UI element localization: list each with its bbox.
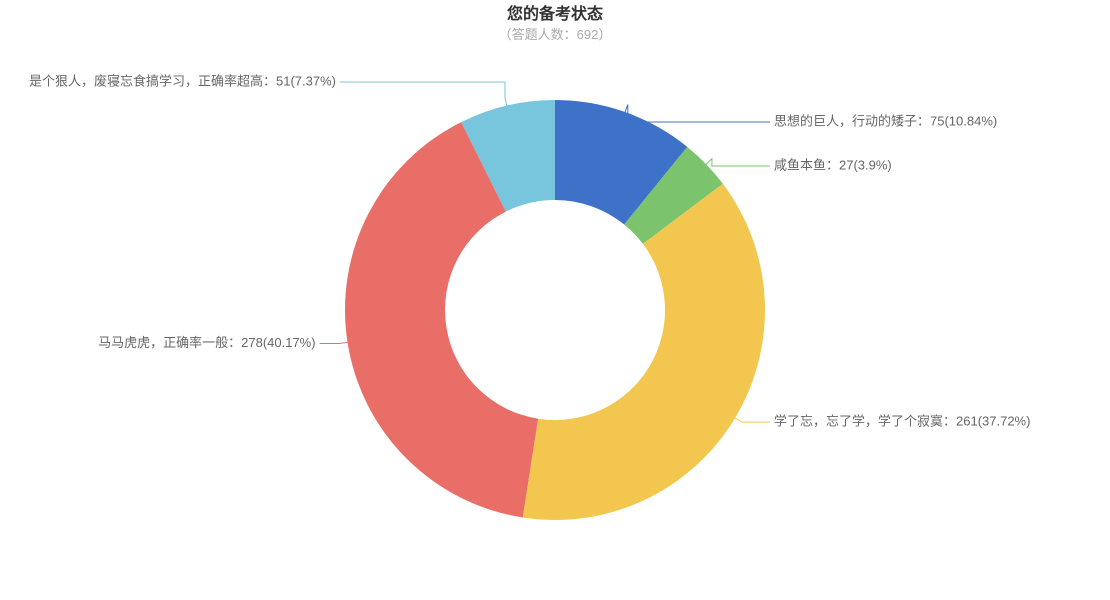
donut-chart-container: 您的备考状态 （答题人数：692） 思想的巨人，行动的矮子：75(10.84%)… <box>0 0 1110 600</box>
leader-line-1 <box>706 159 770 166</box>
slice-label-2: 学了忘，忘了学，学了个寂寞：261(37.72%) <box>774 414 1030 429</box>
slice-label-3: 马马虎虎，正确率一般：278(40.17%) <box>98 335 315 350</box>
leader-line-2 <box>735 418 770 422</box>
slice-label-4: 是个狠人，废寝忘食搞学习，正确率超高：51(7.37%) <box>29 73 336 88</box>
donut-svg: 思想的巨人，行动的矮子：75(10.84%) 咸鱼本鱼：27(3.9%) 学了忘，忘… <box>0 0 1110 600</box>
leader-line-3 <box>320 342 348 343</box>
slice-label-0: 思想的巨人，行动的矮子：75(10.84%) <box>774 113 997 128</box>
leader-line-4 <box>340 82 507 106</box>
slice-label-1: 咸鱼本鱼：27(3.9%) <box>774 157 892 172</box>
leader-line-0 <box>625 105 770 122</box>
